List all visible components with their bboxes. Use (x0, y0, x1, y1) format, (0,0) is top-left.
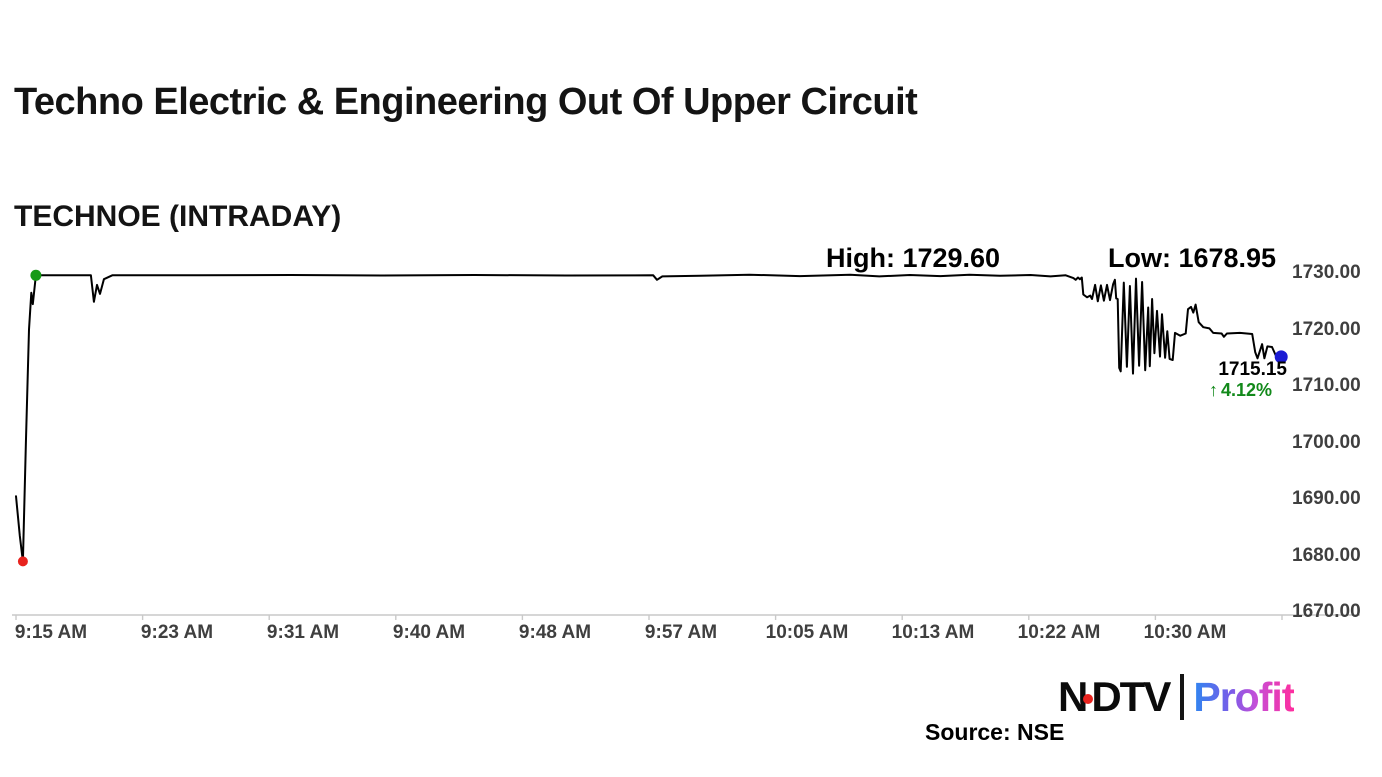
profit-logo-text: Profit (1193, 673, 1295, 720)
chart-subtitle: TECHNOE (INTRADAY) (14, 200, 342, 233)
logo-divider (1180, 674, 1185, 720)
ndtv-letter-n: N (1058, 673, 1088, 720)
y-axis-label: 1670.00 (1292, 601, 1361, 622)
ndtv-profit-logo: N DTV Profit (1058, 672, 1295, 722)
last-price-dot (1274, 350, 1288, 364)
x-axis-label: 9:57 AM (644, 622, 718, 643)
open-low-dot (17, 556, 28, 567)
y-axis-label: 1720.00 (1292, 318, 1361, 340)
y-axis-label: 1700.00 (1292, 431, 1361, 453)
source-label: Source: NSE (925, 719, 1065, 745)
x-axis-label: 9:31 AM (266, 622, 340, 643)
x-axis-label: 9:48 AM (518, 622, 592, 643)
x-axis-label: 9:23 AM (140, 622, 214, 643)
last-price-label: 1715.15 (1218, 359, 1287, 380)
change-percent-value: 4.12% (1220, 380, 1272, 400)
ndtv-letters-dtv: DTV (1091, 673, 1171, 720)
y-axis-label: 1690.00 (1292, 488, 1361, 509)
price-line (15, 273, 1283, 563)
ndtv-logo-text: N DTV (1058, 673, 1171, 721)
high-annotation: High: 1729.60 (826, 243, 1001, 273)
low-annotation: Low: 1678.95 (1108, 243, 1277, 273)
x-axis-label: 9:40 AM (392, 622, 466, 643)
x-axis-label: 10:30 AM (1143, 622, 1227, 643)
y-axis-label: 1710.00 (1292, 375, 1361, 396)
open-high-dot (30, 269, 42, 281)
y-axis-label: 1680.00 (1292, 544, 1361, 566)
x-axis-label: 10:22 AM (1017, 622, 1101, 643)
ndtv-red-dot-icon (1083, 694, 1094, 704)
x-axis-label: 9:15 AM (14, 622, 88, 643)
x-axis-label: 10:13 AM (891, 622, 975, 643)
y-axis-label: 1730.00 (1292, 262, 1361, 283)
page-title: Techno Electric & Engineering Out Of Upp… (14, 81, 918, 123)
change-percent-label: ↑ 4.12% (1209, 380, 1272, 401)
x-axis-label: 10:05 AM (765, 622, 849, 643)
up-arrow-icon: ↑ (1208, 380, 1218, 400)
